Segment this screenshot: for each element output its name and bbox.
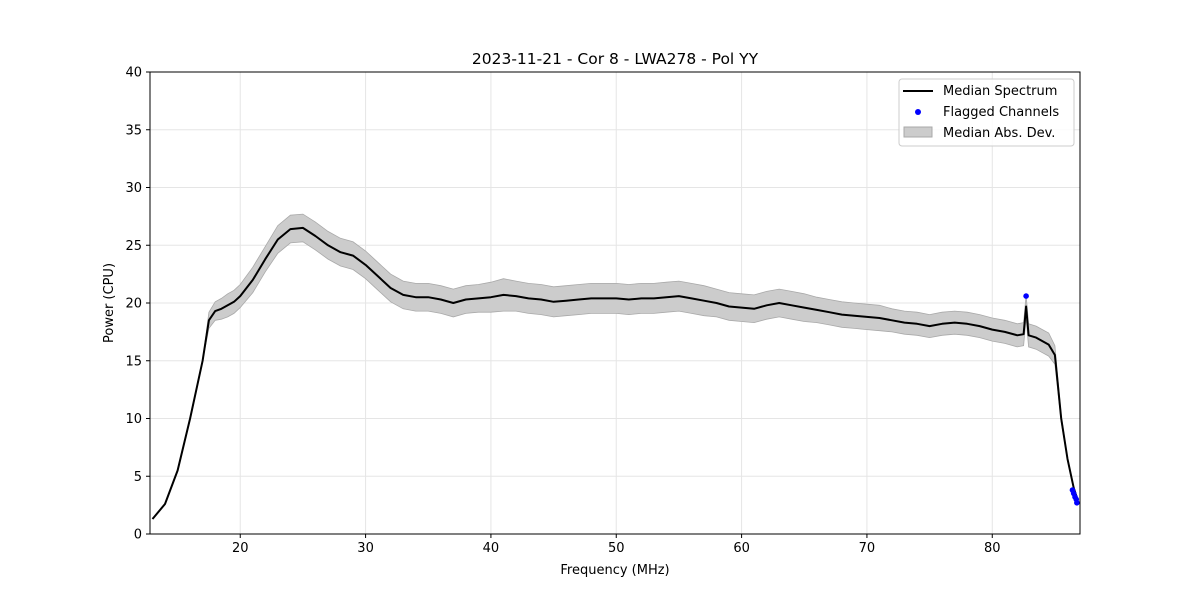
y-tick-label: 20: [125, 297, 142, 312]
flag-layer: [1023, 293, 1080, 506]
x-axis-label: Frequency (MHz): [560, 563, 669, 578]
legend-mad-swatch: [903, 126, 933, 138]
y-tick-label: 40: [125, 66, 142, 81]
median-spectrum-line: [151, 226, 1079, 520]
y-axis-label: Power (CPU): [102, 263, 117, 343]
legend-flagged-channels: Flagged Channels: [943, 105, 1059, 120]
flagged-channel-point: [1023, 293, 1029, 299]
legend: Median Spectrum Flagged Channels Median …: [898, 78, 1075, 147]
x-tick-label: 20: [232, 541, 249, 556]
legend-median-spectrum: Median Spectrum: [943, 84, 1057, 99]
y-tick-label: 5: [134, 470, 142, 485]
y-tick-label: 35: [125, 123, 142, 138]
legend-box: [898, 78, 1075, 147]
legend-flagged-marker-swatch: [915, 109, 921, 115]
y-tick-label: 10: [125, 412, 142, 427]
y-tick-label: 30: [125, 181, 142, 196]
x-axis: 20 30 40 50 60 70 80: [232, 534, 1001, 556]
y-axis: 0 5 10 15 20 25 30 35 40: [125, 66, 150, 543]
y-tick-label: 25: [125, 239, 142, 254]
legend-median-abs-dev: Median Abs. Dev.: [943, 126, 1055, 141]
chart-title: 2023-11-21 - Cor 8 - LWA278 - Pol YY: [472, 50, 759, 68]
x-tick-label: 50: [608, 541, 625, 556]
x-tick-label: 60: [733, 541, 750, 556]
x-tick-label: 80: [984, 541, 1001, 556]
y-tick-label: 0: [134, 528, 142, 543]
x-tick-label: 70: [859, 541, 876, 556]
x-tick-label: 40: [483, 541, 500, 556]
flagged-channel-point: [1074, 500, 1080, 506]
line-layer: [151, 226, 1079, 520]
y-tick-label: 15: [125, 354, 142, 369]
x-tick-label: 30: [357, 541, 374, 556]
